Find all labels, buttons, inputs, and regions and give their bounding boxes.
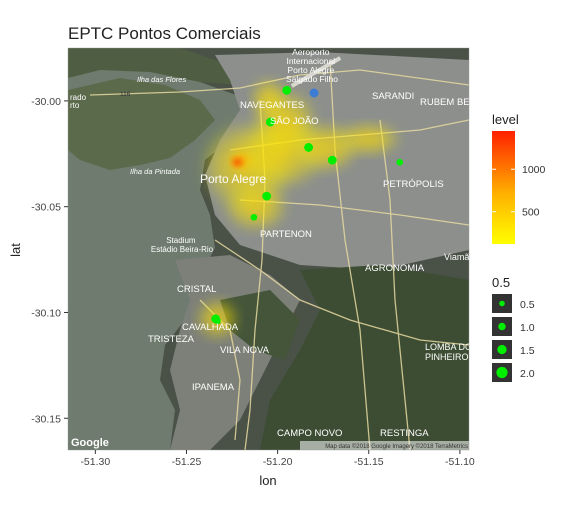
lomba-line-1: LOMBA DO bbox=[425, 342, 472, 352]
label-porto-alegre: Porto Alegre bbox=[200, 172, 266, 186]
size-key-label: 1.0 bbox=[520, 322, 535, 334]
label-rubem-berta: RUBEM BER bbox=[420, 97, 477, 108]
map-panel: Aeroporto Internacional Porto Alegre Sal… bbox=[68, 47, 477, 450]
label-cristal: CRISTAL bbox=[177, 284, 216, 295]
points-layer bbox=[211, 85, 404, 325]
airport-line-2: Internacional bbox=[286, 56, 335, 66]
google-logo: Google bbox=[71, 437, 109, 449]
data-point bbox=[250, 213, 258, 221]
density-blob bbox=[250, 77, 287, 120]
airport-line-4: Salgado Filho bbox=[286, 74, 338, 84]
label-freguesia: rado rto bbox=[70, 93, 88, 110]
freguesia-line-2: rto bbox=[70, 101, 80, 110]
size-legend-title: 0.5 bbox=[492, 275, 510, 290]
label-lomba: LOMBA DO PINHEIRO bbox=[425, 342, 475, 362]
x-tick-label: -51.15 bbox=[354, 456, 384, 468]
label-vila-nova: VILA NOVA bbox=[220, 345, 270, 356]
level-tick-label: 1000 bbox=[522, 164, 546, 176]
density-blob bbox=[222, 181, 289, 233]
map-labels: Aeroporto Internacional Porto Alegre Sal… bbox=[70, 47, 477, 439]
y-tick-label: -30.15 bbox=[31, 413, 61, 425]
x-tick-label: -51.10 bbox=[445, 456, 475, 468]
level-legend-title: level bbox=[492, 112, 519, 127]
airport-icon bbox=[309, 88, 319, 98]
label-agronomia: AGRONOMIA bbox=[365, 263, 425, 274]
y-tick-label: -30.10 bbox=[31, 307, 61, 319]
size-key-dot bbox=[496, 366, 508, 379]
attribution-background bbox=[300, 441, 469, 450]
lomba-line-2: PINHEIRO bbox=[425, 352, 469, 362]
label-sao-joao: SÃO JOÃO bbox=[270, 116, 319, 127]
x-tick-label: -51.30 bbox=[80, 456, 110, 468]
data-point bbox=[282, 85, 292, 95]
label-tristeza: TRISTEZA bbox=[148, 334, 195, 345]
label-restinga: RESTINGA bbox=[380, 428, 429, 439]
hills-center bbox=[220, 290, 300, 360]
size-legend: 0.5 0.5 1.0 1.5 2.0 bbox=[492, 275, 535, 382]
density-blob bbox=[335, 122, 402, 156]
size-key-label: 0.5 bbox=[520, 299, 535, 311]
attribution-text: Map data ©2018 Google Imagery ©2018 Terr… bbox=[325, 443, 468, 450]
size-key-dot bbox=[497, 344, 507, 355]
label-ilha-flores: Ilha das Flores bbox=[137, 75, 186, 84]
level-colorbar bbox=[492, 131, 515, 244]
y-axis: -30.00 -30.05 -30.10 -30.15 bbox=[31, 96, 68, 425]
label-navegantes: NAVEGANTES bbox=[240, 100, 304, 111]
hills-east bbox=[260, 265, 469, 450]
label-airport: Aeroporto Internacional Porto Alegre Sal… bbox=[286, 47, 338, 84]
label-stadium: Stadium Estádio Beira-Rio bbox=[151, 236, 214, 254]
label-ipanema: IPANEMA bbox=[192, 382, 235, 393]
data-point bbox=[304, 143, 313, 152]
panel-border bbox=[67, 47, 470, 451]
airport-line-3: Porto Alegre bbox=[287, 65, 334, 75]
delta-wetland bbox=[68, 48, 240, 85]
size-key-label: 2.0 bbox=[520, 368, 535, 380]
x-axis-label: lon bbox=[259, 473, 276, 488]
size-key-label: 1.5 bbox=[520, 345, 535, 357]
level-legend: level 500 1000 bbox=[492, 112, 546, 244]
y-tick-label: -30.05 bbox=[31, 202, 61, 214]
label-highway: 116 bbox=[120, 91, 131, 98]
density-layer bbox=[195, 77, 402, 340]
label-partenon: PARTENON bbox=[260, 229, 312, 240]
x-tick-label: -51.25 bbox=[172, 456, 202, 468]
label-campo-novo: CAMPO NOVO bbox=[277, 428, 342, 439]
level-tick-label: 500 bbox=[522, 207, 540, 219]
data-point bbox=[214, 317, 221, 325]
jacui-delta-islands bbox=[68, 78, 215, 170]
label-viamao: Viamã bbox=[444, 252, 469, 262]
size-key-dot bbox=[499, 300, 505, 307]
airport-line-1: Aeroporto bbox=[292, 47, 330, 57]
chart-title: EPTC Pontos Comerciais bbox=[68, 24, 261, 43]
x-tick-label: -51.20 bbox=[263, 456, 293, 468]
stadium-line-1: Stadium bbox=[166, 236, 196, 245]
level-ticks: 500 1000 bbox=[492, 164, 546, 219]
data-point bbox=[262, 191, 272, 201]
data-point bbox=[327, 155, 337, 165]
label-petropolis: PETRÓPOLIS bbox=[383, 179, 444, 190]
data-point bbox=[265, 117, 275, 127]
y-tick-label: -30.00 bbox=[31, 96, 61, 108]
stadium-line-2: Estádio Beira-Rio bbox=[151, 245, 214, 254]
airport-runway bbox=[290, 56, 342, 88]
x-axis: -51.30 -51.25 -51.20 -51.15 -51.10 bbox=[80, 450, 475, 468]
data-point bbox=[396, 158, 404, 166]
label-cavalhada: CAVALHADA bbox=[182, 322, 239, 333]
label-ilha-pintada: Ilha da Pintada bbox=[130, 167, 180, 176]
density-blob bbox=[230, 155, 245, 169]
freguesia-line-1: rado bbox=[70, 93, 87, 102]
y-axis-label: lat bbox=[8, 243, 23, 257]
size-keys: 0.5 1.0 1.5 2.0 bbox=[492, 294, 535, 382]
size-key-dot bbox=[498, 322, 506, 331]
label-sarandi: SARANDI bbox=[372, 91, 414, 102]
